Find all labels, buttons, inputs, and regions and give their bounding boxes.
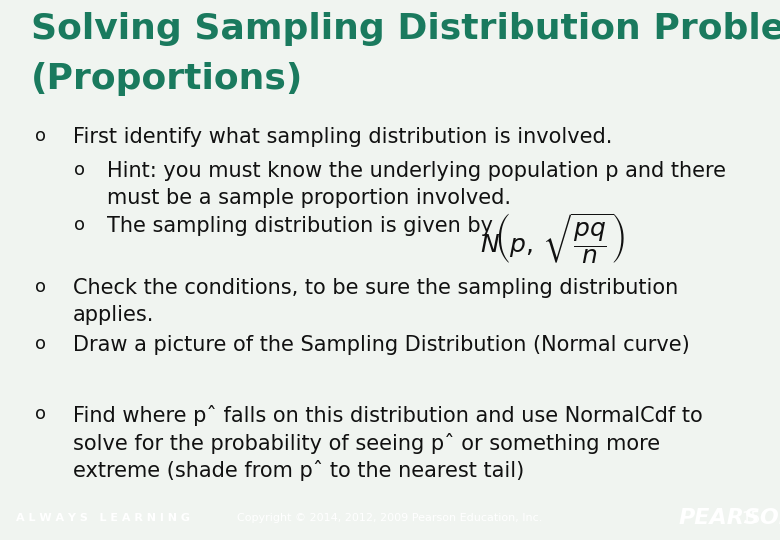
Text: $N\!\left(p,\,\sqrt{\dfrac{pq}{n}}\right)$: $N\!\left(p,\,\sqrt{\dfrac{pq}{n}}\right… bbox=[480, 212, 625, 266]
Text: o: o bbox=[35, 278, 46, 296]
Text: Check the conditions, to be sure the sampling distribution
applies.: Check the conditions, to be sure the sam… bbox=[73, 278, 678, 325]
Text: The sampling distribution is given by: The sampling distribution is given by bbox=[107, 216, 493, 236]
Text: o: o bbox=[35, 335, 46, 353]
Text: o: o bbox=[35, 405, 46, 423]
Text: PEARSON: PEARSON bbox=[679, 508, 780, 529]
Text: Find where pˆ falls on this distribution and use NormalCdf to
solve for the prob: Find where pˆ falls on this distribution… bbox=[73, 405, 702, 482]
Text: Copyright © 2014, 2012, 2009 Pearson Education, Inc.: Copyright © 2014, 2012, 2009 Pearson Edu… bbox=[237, 514, 543, 523]
Text: A L W A Y S   L E A R N I N G: A L W A Y S L E A R N I N G bbox=[16, 514, 190, 523]
Text: o: o bbox=[35, 127, 46, 145]
Text: o: o bbox=[74, 216, 85, 234]
Text: Hint: you must know the underlying population p and there
must be a sample propo: Hint: you must know the underlying popul… bbox=[107, 161, 726, 208]
Text: 15: 15 bbox=[741, 511, 760, 526]
Text: o: o bbox=[74, 161, 85, 179]
Text: Solving Sampling Distribution Problems: Solving Sampling Distribution Problems bbox=[31, 12, 780, 46]
Text: First identify what sampling distribution is involved.: First identify what sampling distributio… bbox=[73, 127, 612, 147]
Text: (Proportions): (Proportions) bbox=[31, 62, 303, 96]
Text: Draw a picture of the Sampling Distribution (Normal curve): Draw a picture of the Sampling Distribut… bbox=[73, 335, 690, 355]
